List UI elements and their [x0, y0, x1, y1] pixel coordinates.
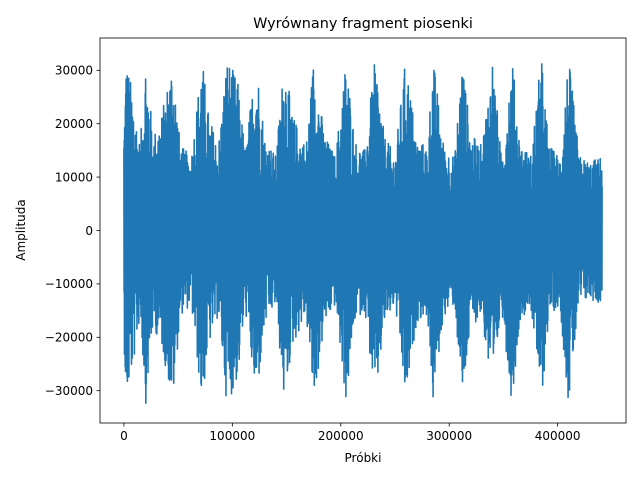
y-tick-label: 30000 [55, 64, 93, 78]
x-axis: 0 100000 200000 300000 400000 [120, 423, 581, 443]
x-tick-label: 400000 [535, 429, 581, 443]
x-tick-label: 300000 [426, 429, 472, 443]
y-tick-label: −20000 [45, 331, 93, 345]
x-tick-label: 200000 [318, 429, 364, 443]
waveform-series-line [123, 63, 603, 404]
y-tick-label: −30000 [45, 384, 93, 398]
x-tick-label: 0 [120, 429, 128, 443]
y-tick-label: −10000 [45, 277, 93, 291]
series-layer [123, 63, 603, 404]
y-tick-label: 10000 [55, 170, 93, 184]
y-tick-label: 0 [85, 224, 93, 238]
x-axis-label: Próbki [345, 451, 382, 465]
y-tick-label: 20000 [55, 117, 93, 131]
x-tick-label: 100000 [209, 429, 255, 443]
y-axis: −30000 −20000 −10000 0 10000 20000 30000 [45, 64, 100, 398]
y-axis-label: Amplituda [14, 199, 28, 260]
chart-title: Wyrównany fragment piosenki [253, 16, 473, 32]
